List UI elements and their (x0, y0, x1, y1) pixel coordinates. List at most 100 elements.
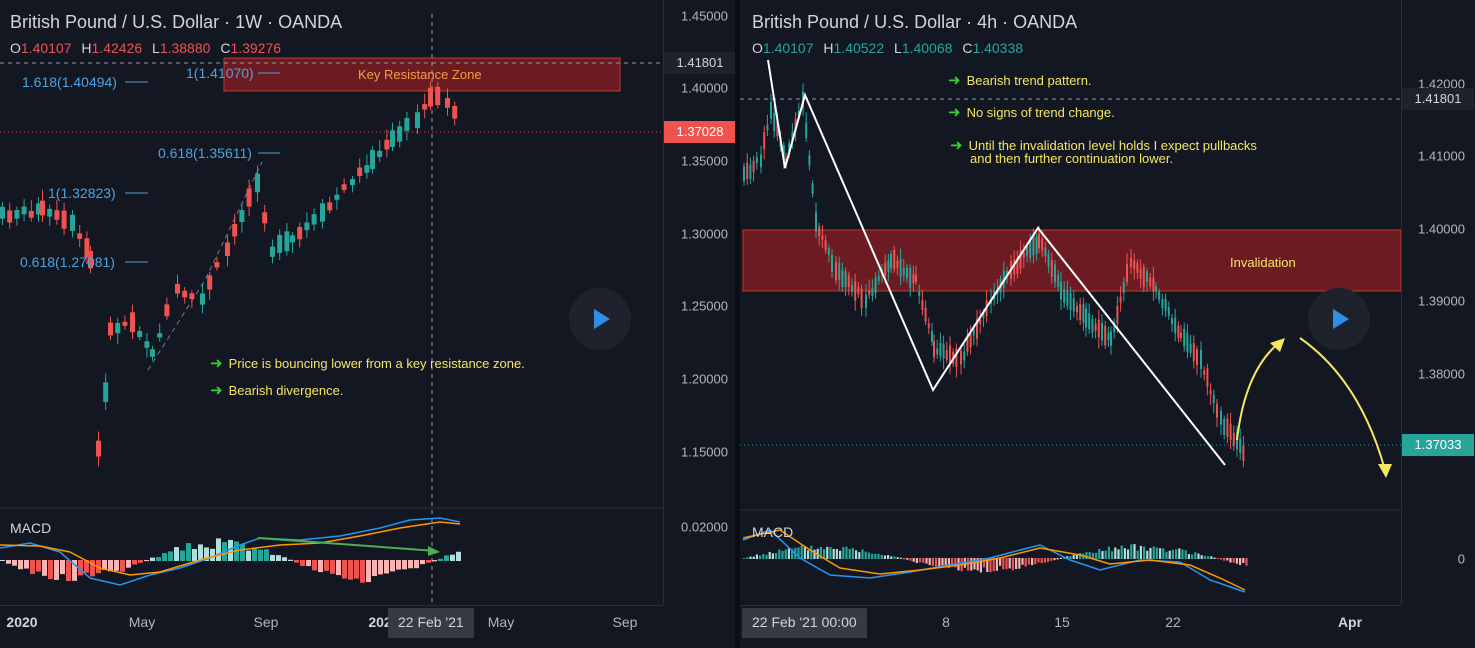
candle (1079, 303, 1082, 321)
candle (384, 139, 390, 150)
candle (1223, 419, 1226, 435)
candle (150, 349, 155, 357)
candle (1113, 322, 1116, 333)
macd-bar (78, 560, 83, 576)
dashed-price-tag: 1.41801 (664, 52, 735, 74)
macd-bar (835, 549, 838, 559)
macd-bar (1018, 558, 1021, 569)
weekly-chart-canvas[interactable] (0, 0, 735, 648)
h4-chart-panel[interactable]: British Pound / U.S. Dollar · 4h · OANDA… (740, 0, 1475, 648)
candle (945, 350, 948, 360)
macd-bar (432, 560, 437, 562)
macd-signal-line (0, 521, 461, 576)
macd-bar (324, 560, 329, 571)
candle (1139, 268, 1142, 279)
panel-divider[interactable] (735, 0, 740, 648)
macd-bar (941, 558, 944, 566)
candle (1180, 332, 1182, 338)
ohlc-high-key: H (823, 40, 834, 56)
macd-bar (970, 558, 973, 571)
candle (921, 300, 924, 310)
candle (766, 124, 769, 131)
candle (262, 212, 268, 224)
h4-chart-canvas[interactable] (740, 0, 1475, 648)
macd-bar (861, 549, 864, 559)
candle (70, 214, 75, 231)
macd-bar (390, 560, 395, 572)
candle (144, 341, 150, 348)
candle (874, 277, 877, 294)
candle (84, 238, 90, 258)
candle (1029, 240, 1032, 258)
continuation-arrow (1299, 337, 1386, 471)
play-button[interactable] (1308, 288, 1370, 350)
play-button[interactable] (569, 288, 631, 350)
candle (1236, 431, 1238, 450)
macd-bar (1152, 546, 1155, 559)
analysis-note: ➜ Until the invalidation level holds I ex… (950, 137, 1257, 154)
candle (1069, 292, 1072, 311)
candle (841, 269, 844, 288)
candle (182, 290, 188, 298)
candle (949, 345, 951, 365)
macd-bar (162, 553, 167, 561)
macd-bar (909, 558, 912, 561)
macd-bar (903, 558, 906, 560)
ohlc-low-key: L (894, 40, 902, 56)
candle (164, 304, 170, 317)
candle (1226, 418, 1229, 437)
ohlc-close: 1.39276 (230, 40, 282, 56)
candle (1189, 343, 1192, 354)
candle (902, 267, 905, 276)
price-axis[interactable]: 1.42000 1.41000 1.40000 1.39000 1.38000 … (1401, 0, 1475, 605)
invalidation-zone-label: Invalidation (1230, 255, 1296, 270)
candle (311, 214, 317, 225)
weekly-chart-panel[interactable]: British Pound / U.S. Dollar · 1W · OANDA… (0, 0, 735, 648)
macd-signal-line (742, 529, 1246, 591)
macd-bar (855, 550, 858, 559)
candle (1032, 235, 1035, 256)
macd-bar (1120, 545, 1123, 559)
macd-bar (54, 560, 59, 580)
time-axis[interactable]: 22 Feb '21 00:00 8 15 22 Apr (740, 605, 1401, 648)
macd-bar (372, 560, 377, 576)
macd-bar (919, 558, 922, 563)
candle (1082, 304, 1085, 323)
macd-line (0, 517, 461, 586)
price-axis[interactable]: 1.45000 1.40000 1.35000 1.30000 1.25000 … (663, 0, 735, 605)
macd-bar (877, 553, 880, 559)
candle (1019, 249, 1022, 269)
ohlc-readout: O1.40107 H1.40522 L1.40068 C1.40338 (752, 40, 1029, 56)
divergence-line (257, 537, 437, 552)
time-axis[interactable]: 2020 May Sep 202 May Sep 22 Feb '21 (0, 605, 663, 648)
candle (175, 283, 180, 294)
candle (884, 262, 887, 275)
candle (760, 154, 762, 168)
macd-bar (264, 549, 269, 561)
macd-bar (1162, 548, 1165, 559)
macd-bar (1223, 558, 1226, 561)
macd-bar (1091, 552, 1094, 559)
macd-bar (807, 550, 810, 559)
candle (752, 160, 755, 173)
candle (927, 323, 930, 328)
macd-bar (342, 560, 347, 579)
candle (200, 293, 205, 305)
candle (1155, 286, 1157, 292)
candle (422, 104, 428, 110)
candle (1196, 349, 1198, 365)
macd-label: MACD (752, 524, 794, 540)
macd-bar (1159, 548, 1162, 559)
price-tick: 1.25000 (681, 298, 728, 314)
candle (1116, 306, 1119, 324)
candle (1149, 277, 1152, 287)
dashed-price-tag: 1.41801 (1402, 88, 1474, 110)
candle (791, 131, 794, 141)
macd-bar (126, 560, 131, 568)
invalidation-zone (742, 229, 1402, 292)
trend-zigzag (767, 59, 1226, 466)
candle (749, 164, 752, 179)
current-price-tag: 1.37028 (664, 121, 735, 143)
candle (821, 235, 824, 240)
macd-bar (784, 549, 787, 559)
